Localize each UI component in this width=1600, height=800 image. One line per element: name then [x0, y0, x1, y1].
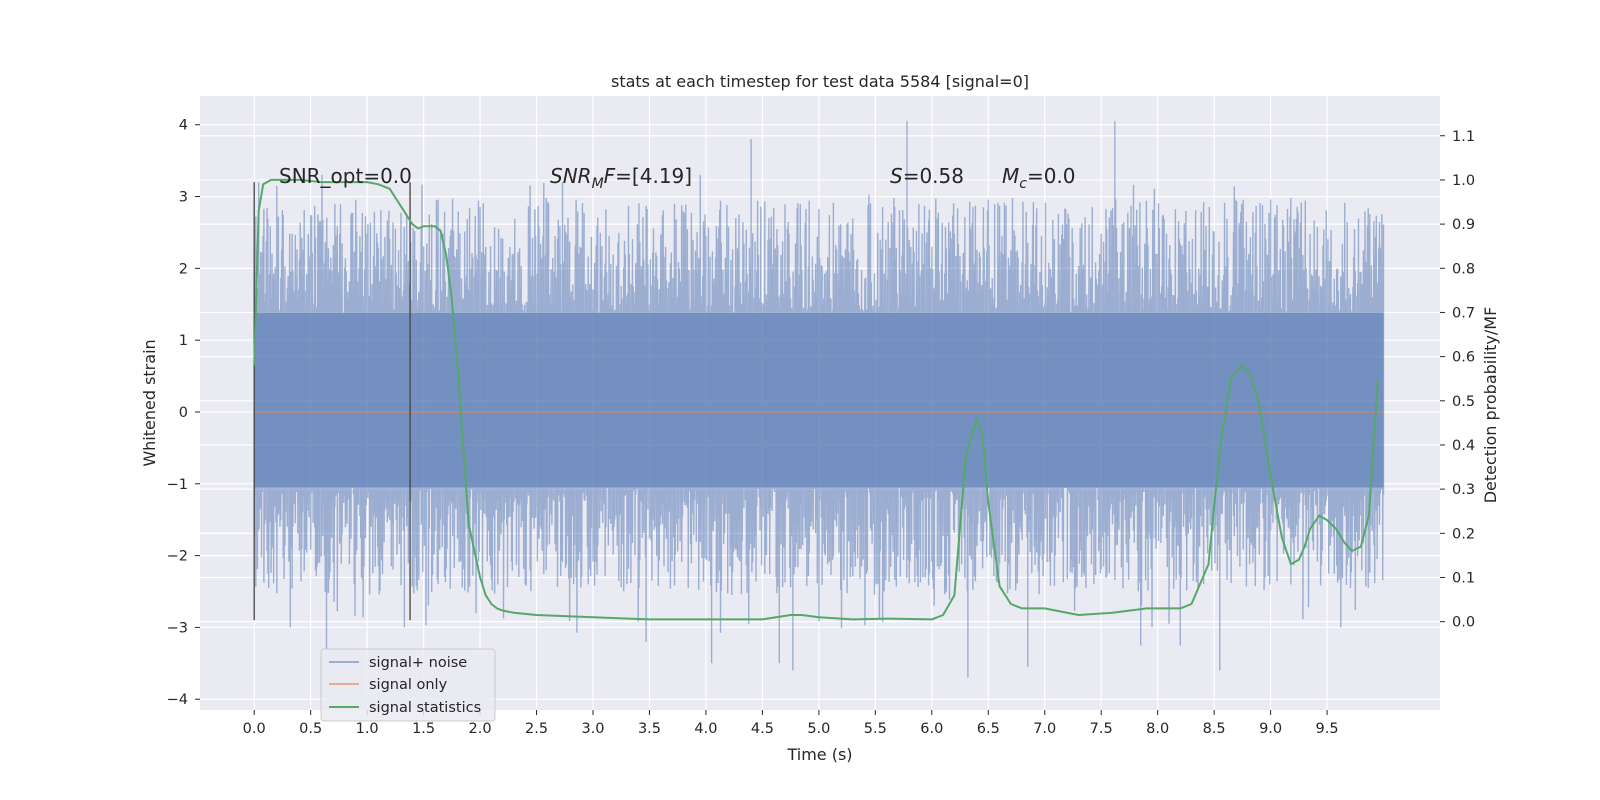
y-right-tick-label: 0.4 [1452, 438, 1475, 454]
y-right-tick-label: 1.0 [1452, 173, 1475, 189]
annotation-s: S=0.58 [890, 164, 964, 188]
x-axis-label: Time (s) [786, 745, 852, 764]
x-tick-label: 0.0 [243, 721, 266, 737]
s-value: =0.58 [903, 164, 964, 188]
x-tick-label: 4.5 [751, 721, 774, 737]
signal-noise-series [253, 121, 1385, 678]
x-tick-label: 6.0 [920, 721, 943, 737]
x-tick-label: 6.5 [977, 721, 1000, 737]
signal-noise-line [253, 121, 1385, 678]
x-tick-label: 2.5 [525, 721, 548, 737]
x-tick-label: 2.0 [469, 721, 492, 737]
tick-layer: 0.0 0.5 1.0 1.5 2.0 2.5 3.0 3.5 4.0 4.5 5.0 5.5 6.0 6… [167, 118, 1475, 737]
y-right-tick-label: 0.7 [1452, 305, 1475, 321]
y-axis-left-label: Whitened strain [140, 339, 159, 466]
x-tick-label: 8.5 [1203, 721, 1226, 737]
y-right-tick-label: 0.2 [1452, 526, 1475, 542]
y-right-tick-label: 0.9 [1452, 217, 1475, 233]
y-right-tick-label: 0.3 [1452, 482, 1475, 498]
chart-title: stats at each timestep for test data 558… [611, 72, 1029, 91]
x-tick-label: 7.5 [1090, 721, 1113, 737]
legend-label-signal-only: signal only [369, 677, 448, 693]
legend-box [320, 648, 496, 722]
y-left-tick-label: 2 [179, 261, 188, 277]
s-var: S [890, 164, 903, 188]
y-left-tick-label: −1 [167, 477, 188, 493]
y-right-tick-label: 0.1 [1452, 570, 1475, 586]
x-tick-label: 9.5 [1316, 721, 1339, 737]
snr-mf-f: F [604, 164, 616, 188]
snr-mf-sub: M [592, 176, 604, 192]
y-right-tick-label: 0.6 [1452, 350, 1475, 366]
signal-statistics-line [253, 178, 1379, 621]
annotation-snr-opt: SNR_opt=0.0 [279, 164, 412, 188]
x-tick-label: 1.0 [356, 721, 379, 737]
y-left-tick-label: 1 [179, 333, 188, 349]
legend-label-signal-statistics: signal statistics [369, 700, 481, 716]
signal-statistics-series [253, 178, 1379, 621]
x-tick-label: 1.5 [412, 721, 435, 737]
y-right-tick-label: 0.5 [1452, 394, 1475, 410]
x-tick-label: 5.0 [807, 721, 830, 737]
y-left-tick-label: −3 [167, 620, 188, 636]
x-tick-label: 3.0 [581, 721, 604, 737]
mc-value: =0.0 [1027, 164, 1076, 188]
y-left-tick-label: 4 [179, 118, 188, 134]
mc-sub: c [1019, 176, 1027, 192]
x-tick-label: 7.0 [1033, 721, 1056, 737]
snr-mf-value: =[4.19] [615, 164, 692, 188]
y-right-tick-label: 1.1 [1452, 129, 1475, 145]
y-left-tick-label: 0 [179, 405, 188, 421]
x-tick-label: 0.5 [299, 721, 322, 737]
x-tick-label: 4.0 [694, 721, 717, 737]
y-right-tick-label: 0.0 [1452, 615, 1475, 631]
x-tick-label: 5.5 [864, 721, 887, 737]
x-tick-label: 8.0 [1146, 721, 1169, 737]
snr-mf-base: SNR [550, 164, 592, 188]
y-left-tick-label: −2 [167, 549, 188, 565]
y-left-tick-label: −4 [167, 692, 188, 708]
annotation-snr-mf: SNRMF=[4.19] [550, 164, 692, 192]
mc-var: M [1002, 164, 1019, 188]
y-left-tick-label: 3 [179, 190, 188, 206]
annotation-mc: Mc=0.0 [1002, 164, 1076, 192]
y-axis-right-label: Detection probability/MF [1481, 307, 1500, 504]
marker-lines [253, 182, 411, 621]
x-tick-label: 3.5 [638, 721, 661, 737]
legend: signal+ noise signal only signal statist… [320, 648, 496, 722]
y-right-tick-label: 0.8 [1452, 261, 1475, 277]
legend-label-signal-noise: signal+ noise [369, 655, 467, 671]
x-tick-label: 9.0 [1259, 721, 1282, 737]
